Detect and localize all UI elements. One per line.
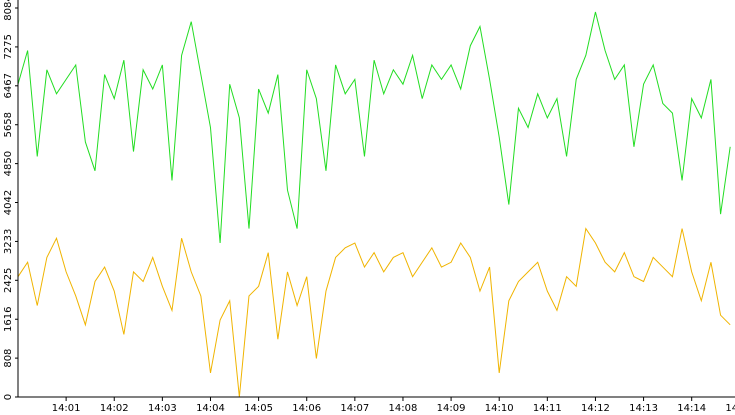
- y-tick-label: 808: [3, 349, 14, 368]
- x-tick-label: 14:15: [725, 403, 735, 414]
- y-tick-label: 2425: [3, 268, 14, 293]
- y-tick-label: 0: [3, 394, 14, 400]
- y-tick-label: 3233: [3, 229, 14, 254]
- y-tick-label: 5658: [3, 112, 14, 137]
- y-tick-label: 1616: [3, 307, 14, 332]
- x-tick-label: 14:09: [437, 403, 466, 414]
- x-tick-label: 14:05: [244, 403, 273, 414]
- series-line: [17, 227, 731, 398]
- x-tick-label: 14:14: [677, 403, 706, 414]
- series-line: [17, 11, 731, 244]
- y-tick-label: 7275: [3, 34, 14, 59]
- x-tick-label: 14:01: [52, 403, 81, 414]
- y-tick-label: 4042: [3, 190, 14, 215]
- y-tick-label: 8084: [3, 0, 14, 21]
- x-tick-label: 14:03: [148, 403, 177, 414]
- x-tick-label: 14:04: [196, 403, 225, 414]
- x-tick-label: 14:06: [292, 403, 321, 414]
- x-tick-label: 14:10: [485, 403, 514, 414]
- y-tick-label: 6467: [3, 73, 14, 98]
- x-tick-label: 14:13: [629, 403, 658, 414]
- x-tick-label: 14:11: [533, 403, 562, 414]
- plot-area: [17, 11, 731, 398]
- y-tick-label: 4850: [3, 151, 14, 176]
- x-tick-label: 14:07: [340, 403, 369, 414]
- x-tick-label: 14:12: [581, 403, 610, 414]
- x-tick-label: 14:02: [100, 403, 129, 414]
- x-tick-label: 14:08: [389, 403, 418, 414]
